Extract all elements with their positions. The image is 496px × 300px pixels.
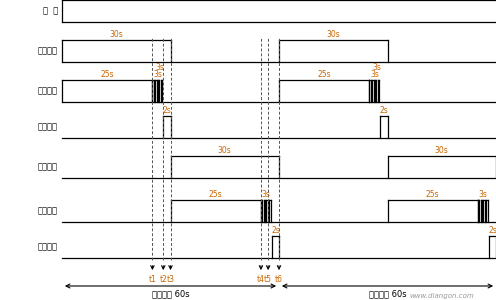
Text: 3s: 3s bbox=[372, 63, 381, 72]
Text: t6: t6 bbox=[275, 275, 283, 284]
Text: 25s: 25s bbox=[317, 70, 331, 79]
Text: 3s: 3s bbox=[155, 63, 164, 72]
Text: 25s: 25s bbox=[426, 190, 439, 199]
Text: 30s: 30s bbox=[435, 146, 448, 155]
Text: 2s: 2s bbox=[163, 106, 171, 115]
Text: 30s: 30s bbox=[326, 30, 340, 39]
Text: 南北红灯: 南北红灯 bbox=[38, 46, 58, 56]
Text: 起  动: 起 动 bbox=[43, 7, 58, 16]
Text: t5: t5 bbox=[264, 275, 272, 284]
Text: 南北黄灯: 南北黄灯 bbox=[38, 242, 58, 251]
Text: www.diangon.com: www.diangon.com bbox=[409, 293, 474, 299]
Text: t3: t3 bbox=[167, 275, 175, 284]
Text: 30s: 30s bbox=[218, 146, 232, 155]
Text: 3s: 3s bbox=[262, 190, 271, 199]
Text: 东西红灯: 东西红灯 bbox=[38, 163, 58, 172]
Text: 25s: 25s bbox=[209, 190, 223, 199]
Text: 东西绿灯: 东西绿灯 bbox=[38, 86, 58, 95]
Text: 东西黄灯: 东西黄灯 bbox=[38, 122, 58, 131]
Text: t1: t1 bbox=[148, 275, 156, 284]
Text: t2: t2 bbox=[159, 275, 167, 284]
Text: 南北绿灯: 南北绿灯 bbox=[38, 206, 58, 215]
Text: 一次循环 60s: 一次循环 60s bbox=[369, 289, 406, 298]
Text: 2s: 2s bbox=[488, 226, 496, 235]
Text: 3s: 3s bbox=[153, 70, 162, 79]
Text: 一次循环 60s: 一次循环 60s bbox=[152, 289, 189, 298]
Text: 3s: 3s bbox=[479, 190, 488, 199]
Text: 30s: 30s bbox=[110, 30, 123, 39]
Text: 3s: 3s bbox=[371, 70, 379, 79]
Text: 2s: 2s bbox=[379, 106, 388, 115]
Text: 25s: 25s bbox=[100, 70, 114, 79]
Text: t4: t4 bbox=[257, 275, 265, 284]
Text: 2s: 2s bbox=[271, 226, 280, 235]
